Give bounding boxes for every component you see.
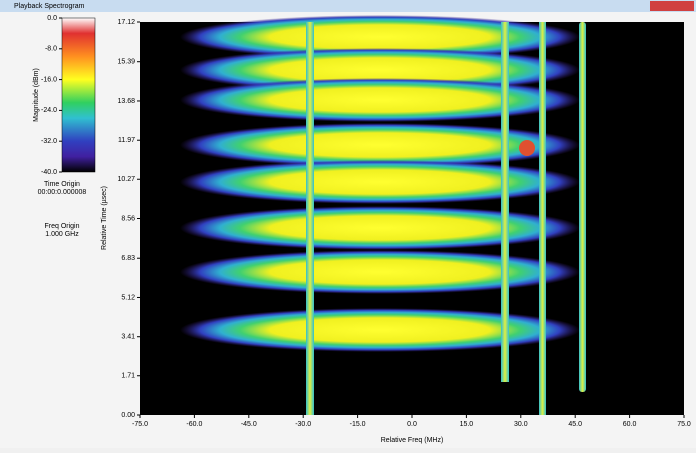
signal-band: [180, 206, 580, 250]
y-tick-label: 3.41: [121, 334, 135, 341]
colorbar-tick-label: -32.0: [41, 138, 57, 145]
x-tick-label: 45.0: [568, 421, 582, 428]
y-tick-label: 6.83: [121, 255, 135, 262]
y-tick-label: 1.71: [121, 373, 135, 380]
window-controls[interactable]: [650, 1, 694, 11]
y-tick-label: 11.97: [118, 137, 135, 144]
y-tick-label: 0.00: [121, 412, 135, 419]
y-tick-label: 17.12: [117, 19, 135, 26]
signal-band: [180, 308, 580, 352]
signal-band: [180, 250, 580, 294]
x-tick-label: -75.0: [132, 421, 148, 428]
y-tick-label: 15.39: [117, 59, 135, 66]
x-tick-label: 30.0: [514, 421, 528, 428]
x-tick-label: 0.0: [407, 421, 417, 428]
freq-origin-value: 1.000 GHz: [45, 231, 79, 238]
x-tick-label: -60.0: [186, 421, 202, 428]
window-title: Playback Spectrogram: [14, 3, 85, 10]
signal-band: [180, 15, 580, 59]
x-tick-label: -45.0: [241, 421, 257, 428]
signal-band: [180, 123, 580, 167]
colorbar-tick-label: -8.0: [45, 46, 57, 53]
y-tick-label: 8.56: [121, 215, 135, 222]
y-axis-label: Relative Time (µsec): [101, 186, 108, 250]
x-axis-label: Relative Freq (MHz): [381, 437, 444, 444]
x-tick-label: 75.0: [677, 421, 691, 428]
y-tick-label: 13.68: [117, 98, 135, 105]
colorbar-tick-label: 0.0: [47, 15, 57, 22]
colorbar-tick-label: -24.0: [41, 107, 57, 114]
colorbar-label: Magnitude (dBm): [33, 68, 40, 122]
time-origin-label: Time Origin: [44, 181, 80, 188]
colorbar: [61, 17, 96, 173]
signal-band: [180, 160, 580, 204]
x-tick-label: -15.0: [350, 421, 366, 428]
colorbar-tick-label: -16.0: [41, 76, 57, 83]
signal-band: [180, 78, 580, 122]
title-bar: [0, 0, 696, 12]
x-tick-label: 60.0: [623, 421, 637, 428]
freq-origin-label: Freq Origin: [44, 223, 79, 230]
colorbar-tick-label: -40.0: [41, 169, 57, 176]
time-origin-value: 00:00:0.000008: [38, 189, 87, 196]
y-tick-label: 5.12: [121, 294, 135, 301]
x-tick-label: -30.0: [295, 421, 311, 428]
x-tick-label: 15.0: [460, 421, 474, 428]
y-tick-label: 10.27: [117, 176, 135, 183]
spectrogram: [140, 15, 684, 415]
